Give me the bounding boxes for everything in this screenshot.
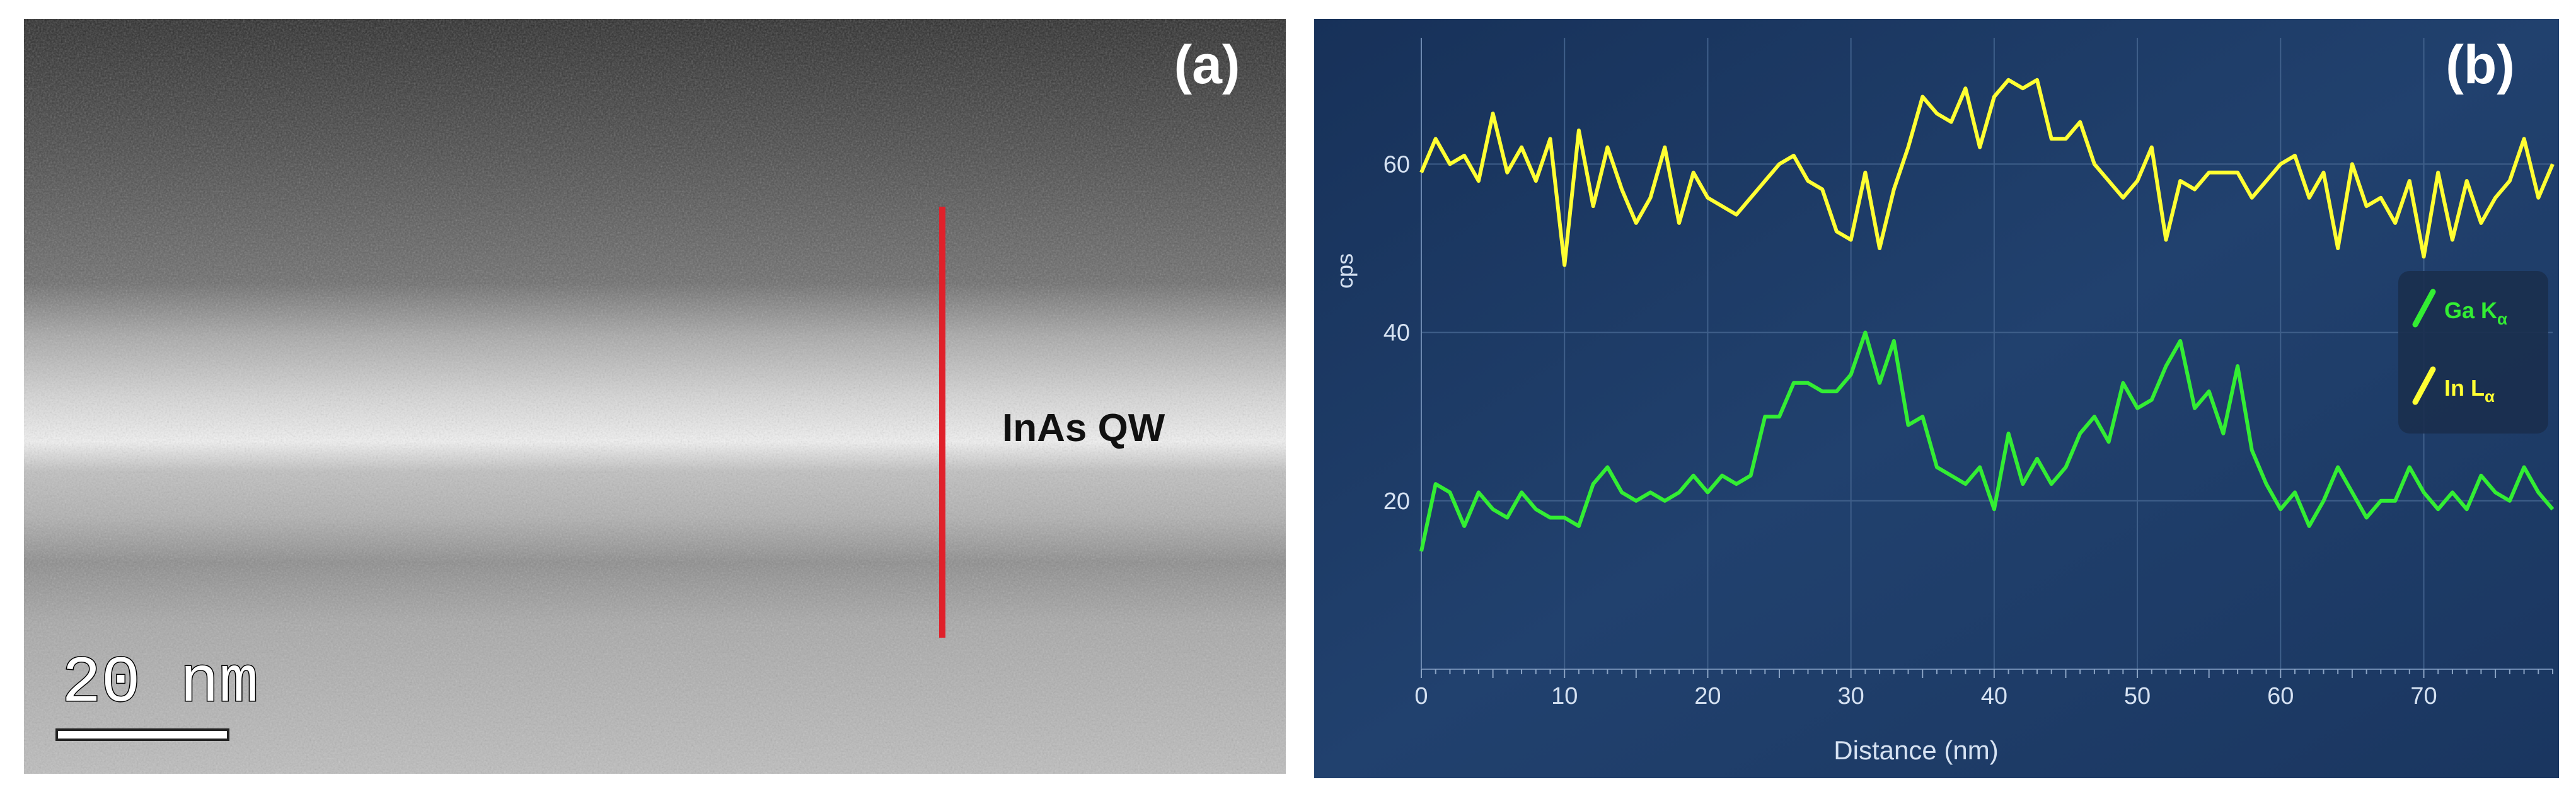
x-tick-label: 60 [2267,683,2294,710]
x-tick-label: 20 [1694,683,1721,710]
scale-bar-line [55,728,229,741]
panel-b-label: (b) [2446,35,2515,95]
legend: Ga Kα In Lα [2398,271,2548,434]
legend-box [2398,271,2548,434]
x-tick-label: 50 [2124,683,2151,710]
x-axis-label: Distance (nm) [1834,735,1998,765]
x-tick-label: 70 [2410,683,2437,710]
y-axis-label: cps [1332,253,1358,289]
x-tick-label: 10 [1551,683,1578,710]
legend-label-in-subscript: α [2485,387,2495,406]
legend-label-ga-subscript: α [2497,309,2507,328]
panel-a-label: (a) [1174,35,1240,95]
legend-label-in: In Lα [2444,375,2495,406]
panel-b-line-scan-chart: (b) 0 10 20 30 40 50 60 70 20 40 60 cps Distance (… [1314,19,2559,778]
scale-bar-label: 20 nm [62,647,258,721]
series-line-in-l-alpha [1419,78,2555,267]
legend-entry-in: In Lα [2412,366,2495,406]
chart-background [1314,19,2559,778]
legend-entry-ga: Ga Kα [2412,289,2507,328]
legend-label-ga: Ga Kα [2444,297,2507,328]
y-tick-label: 60 [1383,151,1410,178]
inas-qw-annotation: InAs QW [1002,406,1165,450]
scale-bar: 20 nm [55,646,260,741]
y-tick-label: 20 [1383,488,1410,515]
x-tick-label: 40 [1981,683,2007,710]
x-tick-label: 0 [1414,683,1428,710]
panel-a-tem-image: (a) InAs QW 20 nm [24,19,1286,774]
legend-swatch-in [2412,366,2436,405]
data-series [1419,78,2555,552]
series-line-ga-k-alpha [1419,330,2555,552]
tem-noise-texture [24,19,1286,774]
axes: 0 10 20 30 40 50 60 70 20 40 60 [1383,38,2553,710]
legend-swatch-ga [2412,289,2436,328]
x-tick-label: 30 [1838,683,1864,710]
y-tick-label: 40 [1383,320,1410,347]
